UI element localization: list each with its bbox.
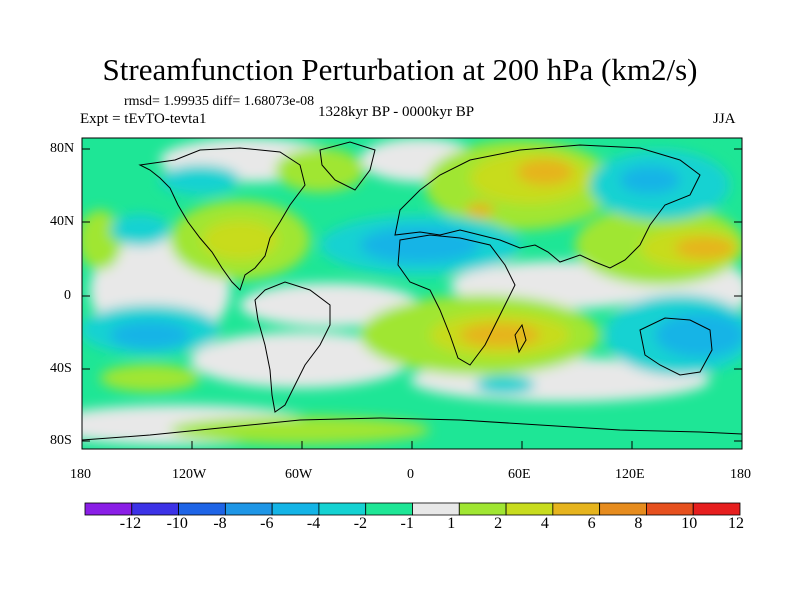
lat-label: 40S: [50, 361, 72, 376]
field-negative-region: [475, 375, 535, 395]
field-negative-peak: [655, 313, 742, 357]
streamfunction-field: [82, 138, 742, 449]
colorbar-swatch: [271, 502, 320, 516]
colorbar-swatch: [365, 502, 413, 516]
australia-coastline: [639, 317, 713, 376]
colorbar-label: -1: [400, 515, 414, 532]
lon-label: 180: [730, 467, 751, 482]
field-positive-peak: [675, 237, 735, 259]
colorbar-label: -8: [213, 515, 227, 532]
field-positive-peak: [466, 203, 494, 217]
lat-label: 80N: [50, 141, 75, 156]
colorbar-swatch: [84, 502, 133, 516]
colorbar-label: 12: [728, 515, 744, 532]
colorbar-swatch: [599, 502, 647, 516]
lat-label: 0: [64, 288, 71, 303]
field-positive-region: [275, 148, 365, 192]
colorbar-swatch: [224, 502, 273, 516]
period-label: 1328kyr BP - 0000kyr BP: [318, 104, 475, 120]
colorbar-label: -10: [166, 515, 188, 532]
greenland-coastline: [319, 141, 376, 191]
colorbar-swatch: [318, 502, 367, 516]
lon-label: 120W: [172, 467, 207, 482]
experiment-label: Expt = tEvTO-tevta1: [80, 111, 207, 127]
field-zero-region: [190, 332, 410, 388]
field-negative-peak: [360, 227, 480, 263]
north-america-coastline: [138, 147, 306, 291]
colorbar: [84, 502, 741, 516]
antarctica-coastline: [81, 417, 743, 441]
colorbar-label: -6: [260, 515, 274, 532]
colorbar-swatch: [646, 502, 694, 516]
colorbar-label: 10: [681, 515, 698, 532]
field-positive-peak: [517, 159, 573, 185]
colorbar-swatch: [552, 502, 601, 516]
colorbar-swatch: [412, 502, 460, 516]
field-negative-region: [160, 165, 240, 195]
eurasia-coastline: [394, 144, 701, 269]
colorbar-swatch: [505, 502, 554, 516]
lon-label: 60E: [508, 467, 531, 482]
colorbar-label: -4: [306, 515, 321, 532]
field-positive-region: [100, 364, 200, 392]
colorbar-swatch: [692, 502, 741, 516]
colorbar-swatch: [178, 502, 226, 516]
field-negative-region: [110, 214, 170, 246]
south-america-coastline: [254, 281, 331, 413]
colorbar-swatch: [458, 502, 507, 516]
colorbar-label: -2: [353, 515, 368, 532]
chart-title: Streamfunction Perturbation at 200 hPa (…: [102, 52, 698, 87]
lat-label: 40N: [50, 214, 75, 229]
field-positive-region: [82, 210, 122, 270]
season-label: JJA: [713, 111, 736, 127]
colorbar-label: -12: [119, 515, 142, 532]
field-positive-region: [202, 220, 278, 260]
lon-label: 0: [407, 467, 414, 482]
colorbar-label: 1: [447, 515, 456, 532]
colorbar-label: 2: [494, 515, 503, 532]
lat-label: 80S: [50, 433, 72, 448]
colorbar-label: 4: [540, 515, 549, 532]
colorbar-label: 8: [634, 515, 643, 532]
coastlines: [81, 141, 743, 441]
field-negative-peak: [620, 166, 680, 194]
field-negative-peak: [110, 321, 190, 349]
colorbar-swatch: [131, 502, 179, 516]
colorbar-label: 6: [587, 515, 596, 532]
stats-text: rmsd= 1.99935 diff= 1.68073e-08: [124, 94, 315, 109]
lon-label: 60W: [285, 467, 313, 482]
field-positive-region: [170, 416, 430, 444]
lon-label: 120E: [615, 467, 645, 482]
madagascar-coastline: [514, 323, 527, 354]
lon-label: 180: [70, 467, 91, 482]
field-positive-peak: [460, 323, 540, 347]
africa-coastline: [397, 234, 516, 366]
axis-ticks: [81, 148, 743, 449]
